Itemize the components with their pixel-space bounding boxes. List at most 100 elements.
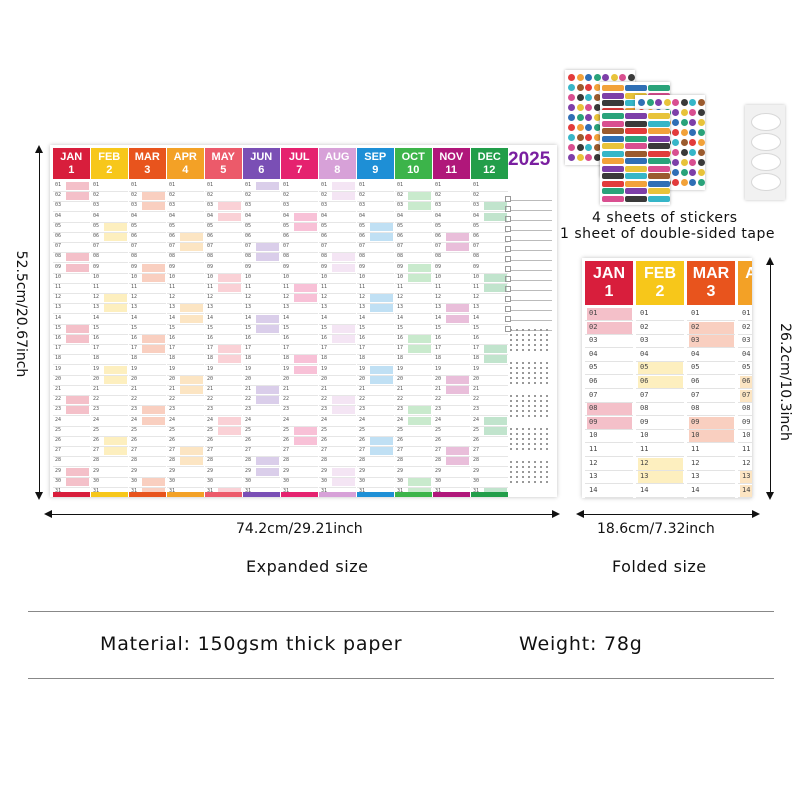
day-number: 29 xyxy=(169,467,176,474)
day-number: 03 xyxy=(742,336,751,345)
day-number: 25 xyxy=(93,426,100,433)
day-number: 30 xyxy=(207,477,214,484)
day-row: 20 xyxy=(433,375,470,386)
day-row: 24 xyxy=(91,416,128,427)
sticker-dot xyxy=(627,74,635,81)
weekend-highlight xyxy=(689,335,734,348)
sticker-tag xyxy=(602,92,624,99)
day-row: 07 xyxy=(129,242,166,254)
day-number: 25 xyxy=(397,426,404,433)
day-row: 28 xyxy=(281,456,318,468)
sticker-dot xyxy=(680,149,688,156)
day-number: 17 xyxy=(435,345,442,352)
day-row: 06 xyxy=(205,232,242,243)
day-row: 17 xyxy=(91,344,128,356)
sticker-dot xyxy=(680,179,688,186)
day-row: 24 xyxy=(357,416,394,427)
day-row: 19 xyxy=(129,365,166,376)
day-number: 14 xyxy=(55,314,62,321)
note-checkbox xyxy=(505,206,511,212)
day-row: 31 xyxy=(319,487,356,497)
day-row: 03 xyxy=(243,201,280,213)
day-row: 03 xyxy=(205,201,242,213)
day-number: 21 xyxy=(473,386,480,392)
day-row: 26 xyxy=(433,436,470,447)
day-number: 27 xyxy=(473,447,480,454)
month-number: 2 xyxy=(655,283,665,300)
weekend-highlight xyxy=(484,273,507,282)
day-row: 05 xyxy=(471,222,508,233)
day-number: 13 xyxy=(283,304,290,311)
note-checkbox xyxy=(505,296,511,302)
day-row: 14 xyxy=(167,314,204,325)
day-row: 29 xyxy=(281,467,318,478)
day-number: 07 xyxy=(207,243,214,250)
day-row: 24 xyxy=(395,416,432,427)
note-line xyxy=(510,200,552,201)
weekend-highlight xyxy=(484,212,507,221)
folded-day-row: 09 xyxy=(738,416,752,430)
weekend-highlight xyxy=(180,243,203,252)
day-number: 31 xyxy=(321,488,328,494)
sticker-dot xyxy=(672,149,679,156)
weekend-highlight xyxy=(104,375,127,384)
day-number: 20 xyxy=(55,375,62,382)
day-row: 09 xyxy=(205,263,242,274)
sticker-tag xyxy=(602,135,624,142)
sticker-tag xyxy=(625,173,647,179)
day-row: 21 xyxy=(281,385,318,396)
day-row: 11 xyxy=(205,283,242,294)
day-row: 03 xyxy=(433,201,470,213)
day-number: 14 xyxy=(397,314,404,321)
folded-day-row: 06 xyxy=(585,375,633,389)
day-row: 22 xyxy=(205,395,242,407)
day-row: 23 xyxy=(167,405,204,417)
day-row: 28 xyxy=(471,456,508,468)
sticker-tag xyxy=(648,180,670,187)
day-row: 07 xyxy=(319,242,356,254)
day-number: 21 xyxy=(55,386,62,392)
day-number: 02 xyxy=(589,322,598,331)
day-row: 15 xyxy=(53,324,90,335)
weekend-highlight xyxy=(332,192,355,201)
day-number: 30 xyxy=(169,477,176,484)
folded-day-row: 14 xyxy=(738,484,752,498)
folded-day-row: 08 xyxy=(687,402,735,417)
sticker-dot xyxy=(593,144,601,151)
day-row: 31 xyxy=(53,487,90,497)
day-number: 06 xyxy=(207,233,214,239)
weekend-highlight xyxy=(484,416,507,425)
sticker-tag xyxy=(648,120,670,127)
day-number: 09 xyxy=(207,263,214,270)
day-row: 12 xyxy=(129,293,166,305)
day-number: 24 xyxy=(435,416,442,423)
weekend-highlight xyxy=(408,416,431,425)
day-row: 27 xyxy=(205,446,242,458)
day-row: 25 xyxy=(129,426,166,437)
day-row: 11 xyxy=(243,283,280,294)
day-number: 01 xyxy=(473,182,480,188)
day-row: 30 xyxy=(357,477,394,488)
weekend-highlight xyxy=(446,233,469,241)
day-number: 02 xyxy=(691,322,700,331)
sticker-dot xyxy=(697,179,705,186)
day-row: 23 xyxy=(471,405,508,417)
day-row: 09 xyxy=(357,263,394,274)
sticker-dot xyxy=(689,99,696,106)
day-number: 10 xyxy=(691,431,700,440)
day-row: 18 xyxy=(395,354,432,366)
day-row: 11 xyxy=(91,283,128,294)
arrow-up-icon xyxy=(766,257,774,265)
weekend-highlight xyxy=(142,477,165,486)
day-row: 06 xyxy=(471,232,508,243)
folded-day-row: 10 xyxy=(687,429,735,444)
day-number: 22 xyxy=(207,396,214,403)
sticker-dot xyxy=(568,84,575,91)
sticker-dot xyxy=(568,74,575,81)
day-number: 07 xyxy=(131,243,138,250)
day-number: 03 xyxy=(207,202,214,209)
day-number: 11 xyxy=(359,284,366,290)
day-number: 06 xyxy=(589,377,598,385)
sticker-dot xyxy=(689,139,696,146)
sticker-dot xyxy=(689,129,696,136)
